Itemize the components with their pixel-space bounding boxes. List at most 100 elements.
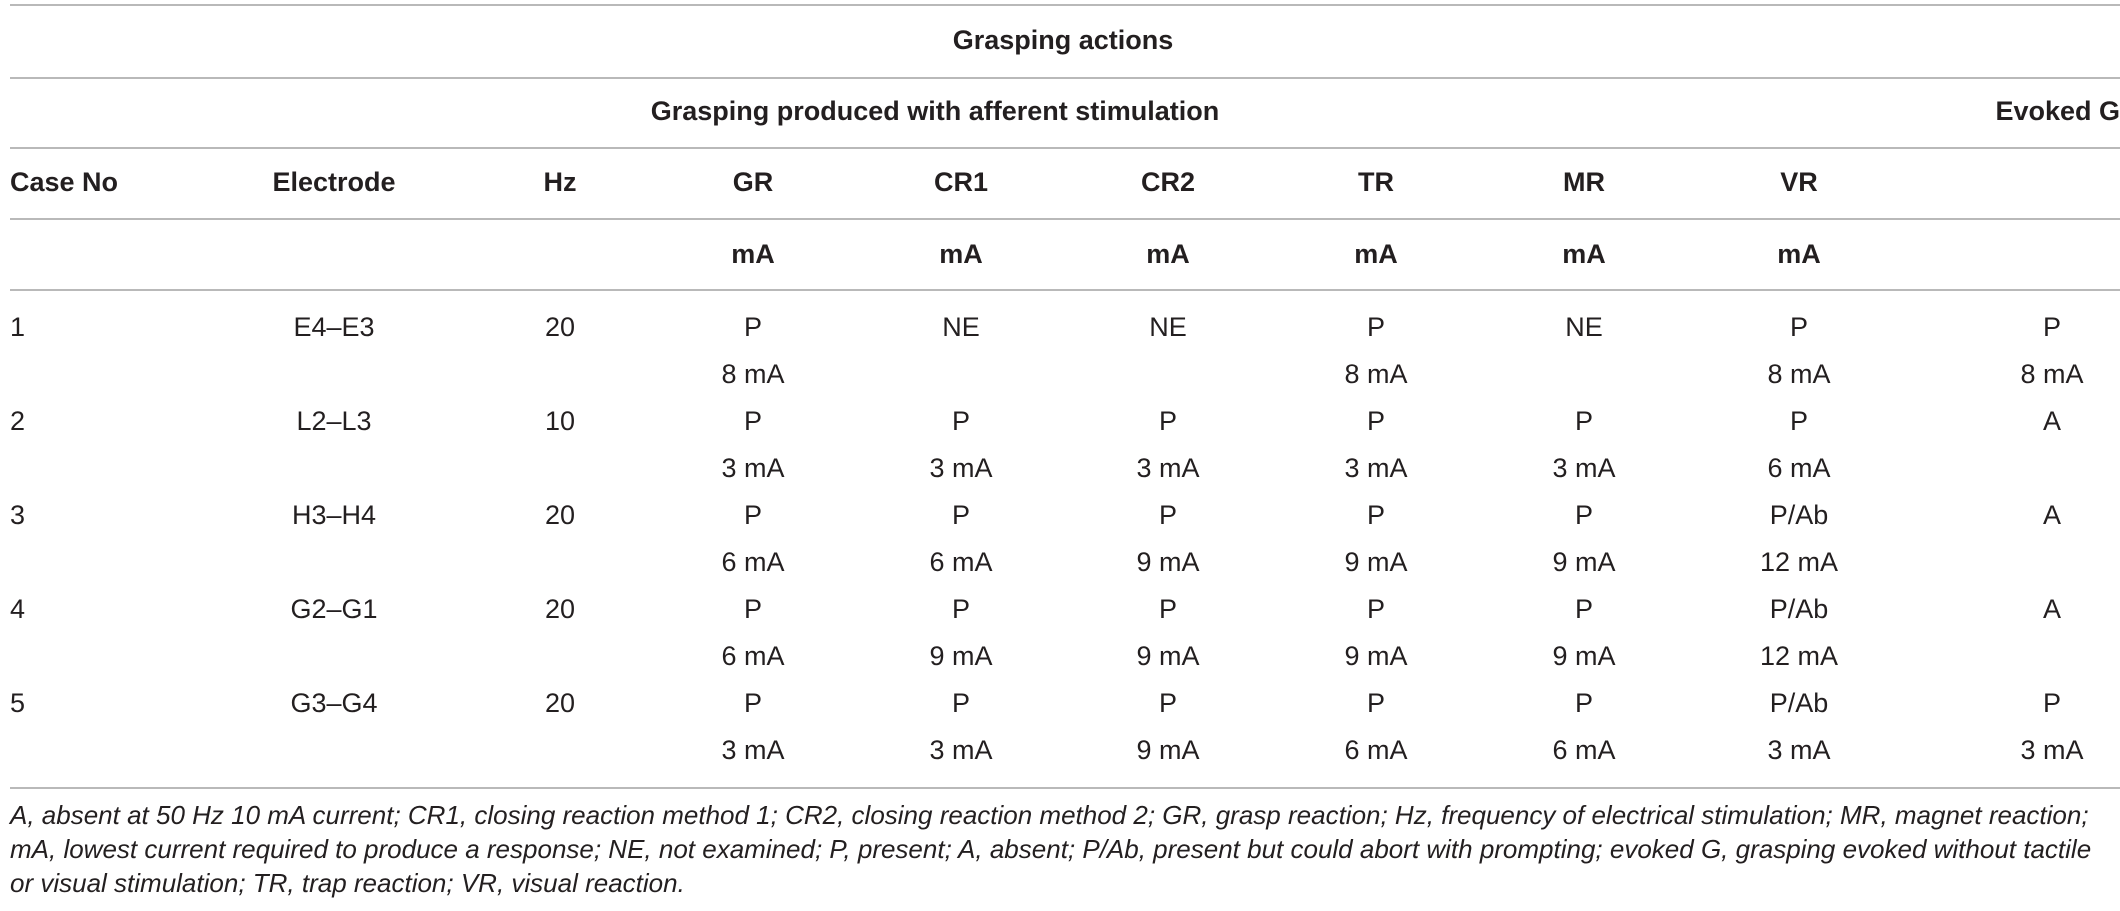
vr-current: 3 mA (1767, 735, 1831, 765)
unit-cr1: mA (939, 239, 983, 269)
case-number: 3 (10, 500, 26, 530)
mr-result: NE (1565, 312, 1603, 342)
tr-current: 3 mA (1344, 453, 1408, 483)
electrode-cell: G3–G4 (290, 688, 378, 718)
tr-result: P (1366, 688, 1386, 718)
tr-current: 8 mA (1344, 359, 1408, 389)
evoked-current: 8 mA (2020, 359, 2084, 389)
unit-mr: mA (1562, 239, 1606, 269)
tr-current: 9 mA (1344, 547, 1408, 577)
cr2-result: P (1158, 688, 1178, 718)
tr-result: P (1366, 500, 1386, 530)
mr-current: 9 mA (1552, 547, 1616, 577)
gr-result: P (743, 406, 763, 436)
header-electrode: Electrode (272, 167, 396, 197)
evoked-result: P (2042, 312, 2062, 342)
tr-result: P (1366, 406, 1386, 436)
mr-current: 6 mA (1552, 735, 1616, 765)
vr-current: 6 mA (1767, 453, 1831, 483)
mr-current: 9 mA (1552, 641, 1616, 671)
cr1-current: 3 mA (929, 453, 993, 483)
unit-tr: mA (1354, 239, 1398, 269)
rule-below-headers (10, 218, 2120, 220)
rule-below-units (10, 289, 2120, 291)
evoked-result: A (2042, 500, 2062, 530)
case-number: 4 (10, 594, 26, 624)
vr-current: 8 mA (1767, 359, 1831, 389)
mr-result: P (1574, 594, 1594, 624)
group-header-afferent: Grasping produced with afferent stimulat… (650, 96, 1220, 126)
table-title: Grasping actions (952, 25, 1174, 55)
cr2-result: P (1158, 594, 1178, 624)
cr1-result: P (951, 594, 971, 624)
vr-result: P (1789, 312, 1809, 342)
vr-current: 12 mA (1759, 641, 1839, 671)
case-number: 1 (10, 312, 26, 342)
cr2-current: 9 mA (1136, 735, 1200, 765)
electrode-cell: E4–E3 (293, 312, 375, 342)
header-mr: MR (1563, 167, 1605, 197)
case-number: 2 (10, 406, 26, 436)
header-cr1: CR1 (933, 167, 989, 197)
electrode-cell: G2–G1 (290, 594, 378, 624)
cr2-result: NE (1149, 312, 1187, 342)
header-vr: VR (1780, 167, 1818, 197)
tr-result: P (1366, 594, 1386, 624)
table-footnote: A, absent at 50 Hz 10 mA current; CR1, c… (10, 800, 2092, 898)
gr-result: P (743, 312, 763, 342)
cr1-current: 3 mA (929, 735, 993, 765)
cr1-result: P (951, 406, 971, 436)
mr-result: P (1574, 406, 1594, 436)
header-cr2: CR2 (1140, 167, 1196, 197)
mr-current: 3 mA (1552, 453, 1616, 483)
hz-cell: 20 (544, 688, 576, 718)
unit-cr2: mA (1146, 239, 1190, 269)
header-tr: TR (1358, 167, 1394, 197)
header-hz: Hz (543, 167, 577, 197)
unit-gr: mA (731, 239, 775, 269)
hz-cell: 20 (544, 312, 576, 342)
vr-current: 12 mA (1759, 547, 1839, 577)
table-bottom-rule (10, 787, 2120, 789)
cr2-current: 3 mA (1136, 453, 1200, 483)
cr2-current: 9 mA (1136, 547, 1200, 577)
rule-below-title (10, 77, 2120, 79)
table-top-rule (10, 4, 2120, 6)
vr-result: P/Ab (1769, 500, 1829, 530)
vr-result: P (1789, 406, 1809, 436)
evoked-current: 3 mA (2020, 735, 2084, 765)
tr-current: 6 mA (1344, 735, 1408, 765)
gr-current: 8 mA (721, 359, 785, 389)
tr-current: 9 mA (1344, 641, 1408, 671)
gr-current: 6 mA (721, 547, 785, 577)
evoked-result: A (2042, 406, 2062, 436)
vr-result: P/Ab (1769, 594, 1829, 624)
group-header-evoked: Evoked G (1995, 96, 2120, 126)
electrode-cell: H3–H4 (291, 500, 377, 530)
header-gr: GR (732, 167, 774, 197)
tr-result: P (1366, 312, 1386, 342)
cr1-result: NE (942, 312, 980, 342)
case-number: 5 (10, 688, 26, 718)
evoked-result: A (2042, 594, 2062, 624)
electrode-cell: L2–L3 (296, 406, 372, 436)
cr1-result: P (951, 688, 971, 718)
mr-result: P (1574, 500, 1594, 530)
hz-cell: 20 (544, 500, 576, 530)
cr1-result: P (951, 500, 971, 530)
hz-cell: 20 (544, 594, 576, 624)
mr-result: P (1574, 688, 1594, 718)
cr2-result: P (1158, 500, 1178, 530)
gr-result: P (743, 594, 763, 624)
vr-result: P/Ab (1769, 688, 1829, 718)
gr-result: P (743, 500, 763, 530)
gr-current: 6 mA (721, 641, 785, 671)
cr1-current: 6 mA (929, 547, 993, 577)
unit-vr: mA (1777, 239, 1821, 269)
gr-current: 3 mA (721, 453, 785, 483)
hz-cell: 10 (544, 406, 576, 436)
gr-current: 3 mA (721, 735, 785, 765)
evoked-result: P (2042, 688, 2062, 718)
cr1-current: 9 mA (929, 641, 993, 671)
rule-below-group (10, 147, 2120, 149)
